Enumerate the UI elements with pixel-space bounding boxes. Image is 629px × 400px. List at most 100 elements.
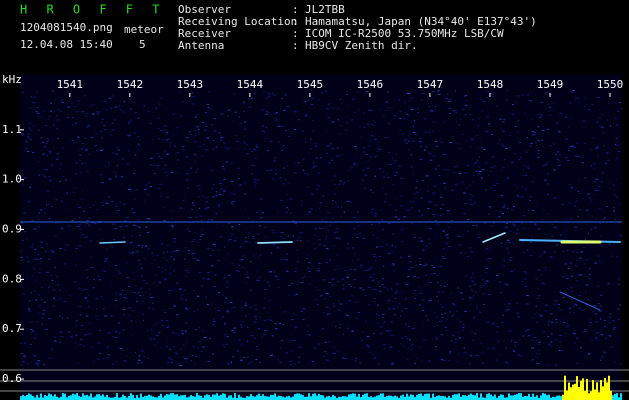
noise-dot bbox=[451, 303, 455, 305]
noise-dot bbox=[311, 130, 315, 132]
noise-dot bbox=[549, 145, 552, 147]
noise-dot bbox=[615, 144, 617, 146]
noise-dot bbox=[483, 222, 486, 224]
noise-dot bbox=[37, 129, 40, 131]
noise-dot bbox=[229, 238, 232, 240]
noise-dot bbox=[294, 111, 297, 113]
noise-dot bbox=[542, 282, 545, 284]
noise-dot bbox=[180, 330, 184, 332]
noise-dot bbox=[274, 117, 277, 119]
noise-dot bbox=[506, 309, 510, 311]
noise-dot bbox=[145, 184, 148, 186]
level-bar bbox=[36, 394, 38, 400]
level-bar bbox=[568, 382, 570, 400]
noise-dot bbox=[267, 318, 270, 320]
noise-dot bbox=[29, 122, 32, 124]
noise-dot bbox=[67, 244, 69, 246]
noise-dot bbox=[211, 303, 214, 305]
noise-dot bbox=[508, 242, 512, 244]
noise-dot bbox=[441, 316, 445, 318]
noise-dot bbox=[472, 273, 474, 275]
noise-dot bbox=[537, 140, 540, 142]
noise-dot bbox=[34, 227, 36, 229]
noise-dot bbox=[264, 288, 267, 290]
noise-dot bbox=[82, 345, 85, 347]
noise-dot bbox=[576, 337, 579, 339]
noise-dot bbox=[433, 272, 436, 274]
noise-dot bbox=[159, 103, 161, 105]
noise-dot bbox=[414, 327, 417, 329]
noise-dot bbox=[328, 224, 331, 226]
noise-dot bbox=[255, 358, 258, 360]
noise-dot bbox=[555, 220, 557, 222]
noise-dot bbox=[382, 313, 385, 315]
noise-dot bbox=[389, 330, 392, 332]
noise-dot bbox=[540, 101, 543, 103]
noise-dot bbox=[589, 322, 592, 324]
noise-dot bbox=[607, 283, 610, 285]
noise-dot bbox=[87, 123, 89, 125]
noise-dot bbox=[226, 310, 230, 312]
noise-dot bbox=[534, 224, 537, 226]
noise-dot bbox=[84, 161, 86, 163]
noise-dot bbox=[539, 255, 541, 257]
noise-dot bbox=[471, 331, 473, 333]
noise-dot bbox=[273, 271, 275, 273]
noise-dot bbox=[442, 230, 445, 232]
level-bar bbox=[88, 396, 90, 400]
noise-dot bbox=[84, 289, 88, 291]
noise-dot bbox=[430, 264, 434, 266]
noise-dot bbox=[615, 137, 618, 139]
noise-dot bbox=[219, 139, 223, 141]
noise-dot bbox=[31, 275, 34, 277]
noise-dot bbox=[410, 267, 413, 269]
noise-dot bbox=[257, 179, 260, 181]
noise-dot bbox=[430, 202, 432, 204]
noise-dot bbox=[179, 364, 183, 366]
noise-dot bbox=[393, 270, 395, 272]
noise-dot bbox=[369, 156, 372, 158]
noise-dot bbox=[243, 148, 246, 150]
noise-dot bbox=[187, 271, 190, 273]
noise-dot bbox=[437, 274, 439, 276]
noise-dot bbox=[454, 90, 457, 92]
noise-dot bbox=[577, 178, 580, 180]
noise-dot bbox=[465, 203, 468, 205]
noise-dot bbox=[474, 333, 477, 335]
noise-dot bbox=[230, 308, 233, 310]
level-bar bbox=[394, 395, 396, 400]
noise-dot bbox=[578, 294, 581, 296]
noise-dot bbox=[51, 90, 54, 92]
noise-dot bbox=[554, 197, 557, 199]
noise-dot bbox=[437, 165, 440, 167]
noise-dot bbox=[190, 167, 192, 169]
noise-dot bbox=[599, 305, 602, 307]
noise-dot bbox=[130, 119, 133, 121]
noise-dot bbox=[460, 147, 462, 149]
noise-dot bbox=[294, 162, 296, 164]
noise-dot bbox=[172, 133, 174, 135]
level-bar bbox=[158, 395, 160, 400]
noise-dot bbox=[282, 183, 285, 185]
noise-dot bbox=[57, 109, 60, 111]
noise-dot bbox=[252, 149, 256, 151]
noise-dot bbox=[340, 206, 343, 208]
noise-dot bbox=[313, 165, 317, 167]
noise-dot bbox=[538, 344, 540, 346]
noise-dot bbox=[36, 321, 39, 323]
noise-dot bbox=[212, 169, 214, 171]
noise-dot bbox=[322, 328, 324, 330]
noise-dot bbox=[445, 329, 449, 331]
noise-dot bbox=[311, 360, 315, 362]
level-bar bbox=[614, 393, 616, 400]
noise-dot bbox=[506, 284, 509, 286]
noise-dot bbox=[101, 122, 104, 124]
noise-dot bbox=[119, 201, 121, 203]
noise-dot bbox=[142, 300, 144, 302]
noise-dot bbox=[492, 323, 495, 325]
noise-dot bbox=[263, 307, 266, 309]
level-bar bbox=[120, 397, 122, 400]
noise-dot bbox=[320, 228, 323, 230]
noise-dot bbox=[50, 180, 52, 182]
noise-dot bbox=[167, 325, 170, 327]
